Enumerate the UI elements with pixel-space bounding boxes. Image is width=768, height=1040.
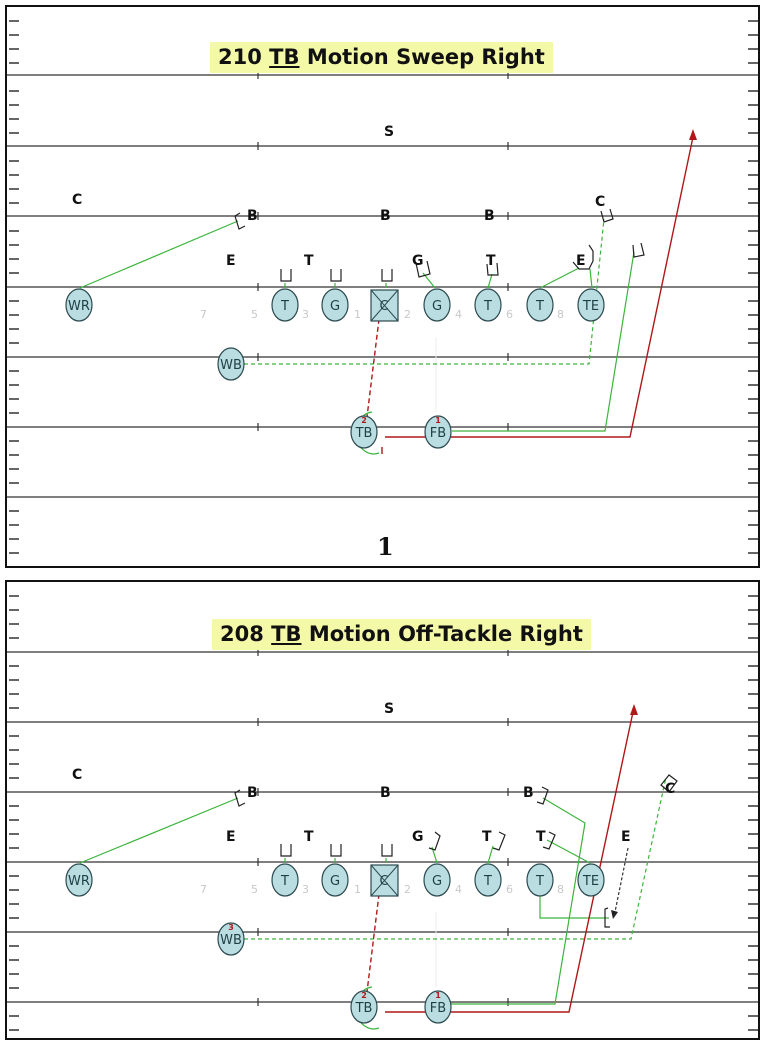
hole-number: 1 xyxy=(354,308,361,321)
defender-end: E xyxy=(621,829,631,845)
player-tailback: TB xyxy=(355,1001,373,1016)
hole-number: 1 xyxy=(354,883,361,896)
defense-players: S C B B B C E T G T E xyxy=(72,124,605,269)
player-tackle: T xyxy=(535,874,544,889)
arrow-head-icon xyxy=(611,910,618,919)
hole-number: 8 xyxy=(557,308,564,321)
offense-players xyxy=(65,863,605,1024)
hole-number: 3 xyxy=(302,308,309,321)
defender-backer: B xyxy=(484,208,495,224)
player-wide-receiver: WR xyxy=(68,874,90,889)
defender-tackle: T xyxy=(304,829,314,845)
yard-lines xyxy=(7,651,758,1003)
hash-marks xyxy=(257,648,509,1006)
hole-number: 2 xyxy=(404,308,411,321)
defender-tackle: T xyxy=(304,253,314,269)
ball-carrier-path xyxy=(366,136,694,454)
defender-guard: G xyxy=(412,829,424,845)
sequence-number: 1 xyxy=(435,991,441,1000)
play-number: 208 xyxy=(220,622,264,646)
player-tailback: TB xyxy=(355,426,373,441)
defender-end: E xyxy=(226,829,236,845)
hole-number: 5 xyxy=(251,308,258,321)
player-tackle: T xyxy=(483,299,492,314)
player-tackle: T xyxy=(535,299,544,314)
defender-corner-right: C xyxy=(665,781,675,797)
yard-lines xyxy=(7,74,758,498)
defender-tackle: T xyxy=(486,253,496,269)
player-center: C xyxy=(379,299,388,314)
offense-players xyxy=(65,288,605,449)
defender-backer: B xyxy=(380,785,391,801)
hole-number: 6 xyxy=(506,883,513,896)
player-wide-receiver: WR xyxy=(68,299,90,314)
sequence-number: 1 xyxy=(435,416,441,425)
defender-safety: S xyxy=(384,701,394,717)
player-wingback: WB xyxy=(220,933,242,948)
player-fullback: FB xyxy=(430,426,446,441)
defender-guard: G xyxy=(412,253,424,269)
defender-tackle: T xyxy=(536,829,546,845)
blocking-assignments xyxy=(79,218,635,455)
field-diagram: 7 5 3 1 2 4 6 8 xyxy=(7,20,758,554)
sideline-ticks xyxy=(9,595,758,1031)
block-markers xyxy=(234,208,645,282)
defender-corner-left: C xyxy=(72,767,82,783)
player-wingback: WB xyxy=(220,358,242,373)
player-tackle: T xyxy=(483,874,492,889)
defender-corner-left: C xyxy=(72,192,82,208)
player-fullback: FB xyxy=(430,1001,446,1016)
ball-carrier: TB xyxy=(271,622,302,646)
defender-tackle: T xyxy=(482,829,492,845)
player-guard: G xyxy=(432,299,442,314)
hole-number: 6 xyxy=(506,308,513,321)
arrow-head-icon xyxy=(630,704,638,715)
block-markers xyxy=(234,774,678,928)
hole-number: 2 xyxy=(404,883,411,896)
play-name: Motion Off-Tackle Right xyxy=(308,622,583,646)
blocking-assignments xyxy=(79,776,667,1030)
defense-players: S C B B B C E T G T T E xyxy=(72,701,675,845)
hole-number: 4 xyxy=(455,883,462,896)
play-number: 210 xyxy=(218,45,262,69)
end-stunt-path xyxy=(614,847,629,913)
defender-end: E xyxy=(226,253,236,269)
play-diagram-208: 7 5 3 1 2 4 6 8 xyxy=(5,580,760,1040)
ball-carrier: TB xyxy=(269,45,300,69)
player-guard: G xyxy=(330,299,340,314)
sequence-number: 2 xyxy=(361,991,367,1000)
page-number: 1 xyxy=(377,532,394,561)
play-name: Motion Sweep Right xyxy=(306,45,545,69)
defender-backer: B xyxy=(380,208,391,224)
hash-marks xyxy=(257,71,509,431)
defender-corner-right: C xyxy=(595,194,605,210)
player-guard: G xyxy=(330,874,340,889)
player-tight-end: TE xyxy=(582,874,599,889)
sideline-ticks xyxy=(9,20,758,554)
play-diagram-210: 7 5 3 1 2 4 6 8 xyxy=(5,5,760,568)
sequence-number: 2 xyxy=(361,416,367,425)
hole-number: 4 xyxy=(455,308,462,321)
defender-backer: B xyxy=(247,785,258,801)
player-tackle: T xyxy=(280,299,289,314)
hole-number: 5 xyxy=(251,883,258,896)
hole-number: 7 xyxy=(200,308,207,321)
hole-number: 8 xyxy=(557,883,564,896)
player-tackle: T xyxy=(280,874,289,889)
hole-number: 3 xyxy=(302,883,309,896)
defender-backer: B xyxy=(247,208,258,224)
defender-safety: S xyxy=(384,124,394,140)
field-diagram: 7 5 3 1 2 4 6 8 xyxy=(7,595,758,1031)
hole-number: 7 xyxy=(200,883,207,896)
sequence-number: 3 xyxy=(228,923,234,932)
defender-backer: B xyxy=(523,785,534,801)
player-tight-end: TE xyxy=(582,299,599,314)
arrow-head-icon xyxy=(689,129,697,140)
play-title: 210 TB Motion Sweep Right xyxy=(210,42,553,73)
play-title: 208 TB Motion Off-Tackle Right xyxy=(212,619,591,650)
defender-end: E xyxy=(576,253,586,269)
player-guard: G xyxy=(432,874,442,889)
player-center: C xyxy=(379,874,388,889)
